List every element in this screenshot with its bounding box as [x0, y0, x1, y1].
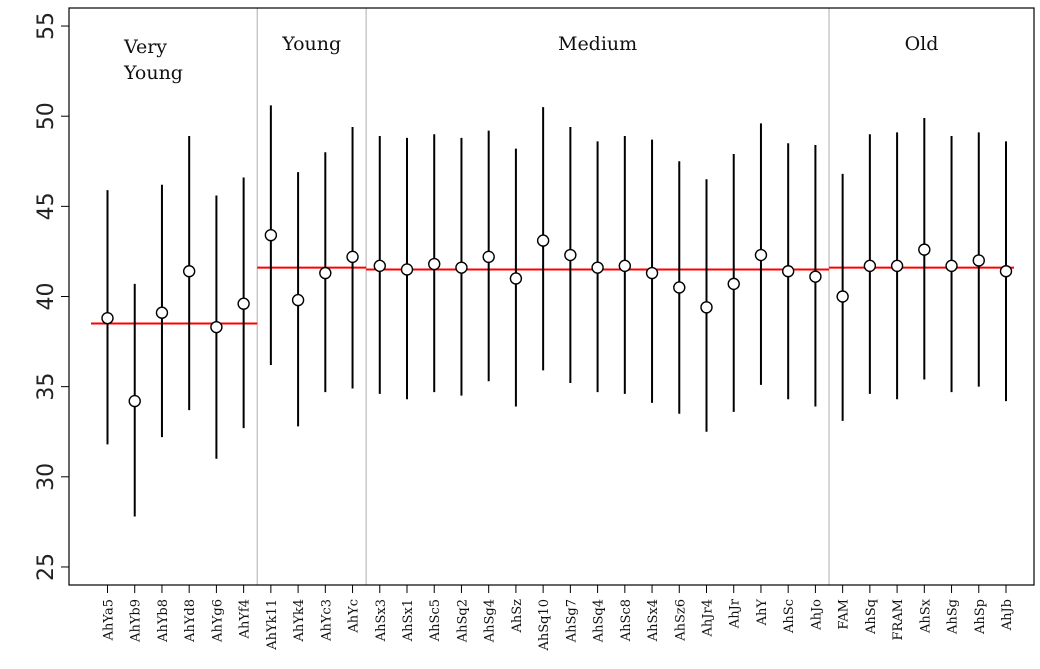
x-tick-label: AhSx4: [646, 599, 661, 642]
data-point: [346, 250, 359, 264]
data-point: [101, 311, 114, 325]
data-point: [890, 259, 904, 273]
data-point: [509, 272, 523, 285]
data-point: [182, 265, 196, 278]
x-tick-label: AhSc: [782, 599, 797, 634]
data-point: [645, 266, 659, 280]
y-axis: 25 30 35 40 45 50 55: [34, 12, 69, 581]
group-separators: [256, 8, 830, 585]
x-tick-label: AhY: [755, 599, 770, 627]
data-point: [618, 259, 632, 273]
x-tick-label: AhSx: [918, 598, 933, 634]
x-tick-label: AhJr4: [701, 599, 716, 637]
data-point: [754, 248, 768, 262]
data-point: [400, 263, 414, 276]
x-tick-label: AhSx1: [401, 599, 416, 642]
x-tick-label: AhYa5: [102, 599, 117, 641]
x-tick-label: AhYg6: [210, 599, 225, 643]
x-tick-label: AhYc3: [319, 599, 334, 642]
data-point: [564, 248, 577, 262]
y-tick-label: 35: [34, 373, 59, 401]
x-tick-label: AhSq4: [592, 599, 607, 643]
x-tick-label: AhJo: [809, 599, 824, 631]
x-tick-label: AhSz: [510, 599, 525, 634]
data-point: [945, 259, 958, 273]
y-tick-label: 40: [34, 283, 59, 311]
data-point: [999, 265, 1013, 278]
group-label: Old: [905, 33, 939, 55]
x-tick-label: AhSq2: [455, 599, 470, 643]
x-tick-label: FAM: [837, 599, 852, 630]
data-point: [673, 281, 686, 294]
group-mean-lines: [91, 266, 1014, 325]
y-tick-label: 55: [34, 12, 59, 40]
data-points: [101, 228, 1013, 408]
y-tick-label: 50: [34, 102, 59, 130]
x-tick-label: AhYd8: [183, 599, 198, 643]
x-tick-label: AhSg7: [564, 599, 579, 643]
x-tick-label: AhSc5: [428, 599, 443, 642]
x-tick-label: AhJb: [1000, 599, 1015, 631]
data-point: [455, 261, 468, 274]
x-tick-label: AhSq10: [537, 599, 552, 652]
x-tick-label: AhSz6: [673, 599, 688, 642]
error-bars: [106, 105, 1007, 517]
data-point: [781, 265, 795, 278]
group-label: Young: [281, 33, 341, 55]
data-point: [128, 394, 141, 408]
x-tick-label: AhSx3: [374, 599, 389, 642]
data-point: [727, 277, 740, 291]
y-tick-label: 45: [34, 192, 59, 220]
x-axis: AhYa5 AhYb9 AhYb8 AhYd8 AhYg6 AhYf4 AhYk11 AhYk…: [102, 585, 1015, 652]
data-point: [291, 293, 305, 307]
data-point: [836, 290, 849, 303]
data-point: [809, 270, 822, 283]
x-tick-label: AhSg: [946, 599, 961, 635]
x-tick-label: AhYk4: [292, 599, 307, 643]
x-tick-label: AhJr: [728, 598, 743, 629]
y-tick-label: 30: [34, 463, 59, 491]
data-point: [700, 301, 713, 314]
plot-frame: [68, 7, 1035, 586]
y-tick-label: 25: [34, 553, 59, 581]
data-point: [863, 259, 877, 273]
data-point: [428, 257, 441, 271]
data-point: [972, 254, 985, 267]
data-point: [591, 261, 604, 274]
x-tick-label: AhSp: [973, 599, 988, 635]
x-tick-label: AhSg4: [483, 599, 498, 643]
data-point: [155, 306, 169, 319]
x-tick-label: AhSq: [864, 599, 879, 635]
x-tick-label: AhYb9: [129, 599, 144, 643]
group-label: Medium: [558, 33, 637, 55]
data-point: [918, 243, 931, 256]
group-labels: Very Young Young Medium Old: [123, 33, 938, 84]
data-point: [536, 234, 550, 247]
data-point: [319, 266, 332, 280]
data-point: [237, 297, 250, 310]
data-point: [373, 259, 386, 273]
x-tick-label: AhSc8: [619, 599, 634, 642]
data-point: [482, 250, 495, 264]
data-point: [210, 320, 223, 334]
data-point: [264, 228, 278, 242]
group-label: Very Young: [123, 36, 183, 84]
x-tick-label: AhYc: [347, 599, 362, 634]
x-tick-label: AhYf4: [238, 599, 253, 639]
x-tick-label: AhYb8: [156, 599, 171, 643]
x-tick-label: FRAM: [891, 599, 906, 641]
x-tick-label: AhYk11: [265, 599, 280, 651]
